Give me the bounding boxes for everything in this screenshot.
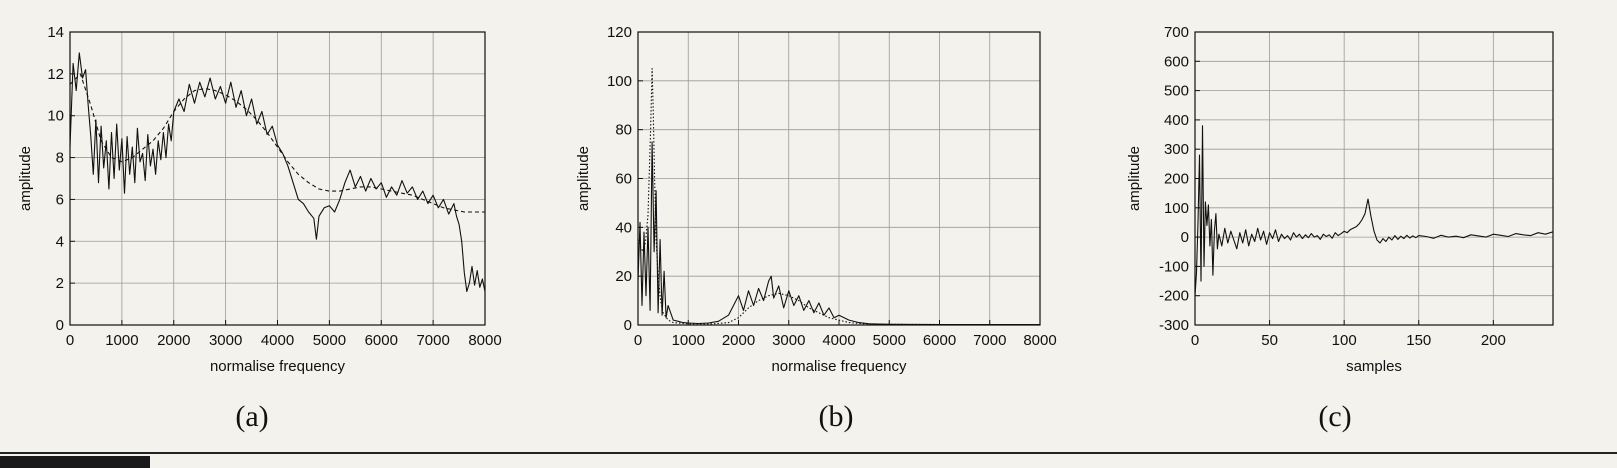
x-tick-label: 5000 xyxy=(873,332,906,349)
x-tick-label: 4000 xyxy=(822,332,855,349)
x-tick-label: 200 xyxy=(1481,332,1506,349)
y-tick-label: 400 xyxy=(1164,112,1189,129)
y-tick-label: 6 xyxy=(56,191,64,208)
x-tick-label: 4000 xyxy=(261,332,294,349)
x-tick-label: 6000 xyxy=(365,332,398,349)
y-tick-label: 200 xyxy=(1164,171,1189,188)
x-tick-label: 0 xyxy=(1191,332,1199,349)
y-tick-label: 0 xyxy=(1181,229,1189,246)
y-tick-label: 2 xyxy=(56,275,64,292)
y-axis-label: amplitude xyxy=(575,146,592,211)
y-tick-label: 300 xyxy=(1164,141,1189,158)
series-line-solid xyxy=(638,141,1040,325)
series-line-dashed xyxy=(70,73,485,213)
x-tick-label: 2000 xyxy=(157,332,190,349)
x-axis-label: samples xyxy=(1346,358,1402,375)
caption-tab xyxy=(0,456,150,468)
y-tick-label: 120 xyxy=(607,24,632,41)
x-axis-label: normalise frequency xyxy=(771,358,907,375)
y-tick-label: 20 xyxy=(615,268,632,285)
x-tick-label: 0 xyxy=(66,332,74,349)
x-tick-label: 7000 xyxy=(416,332,449,349)
y-tick-label: -200 xyxy=(1159,288,1189,305)
x-tick-label: 3000 xyxy=(209,332,242,349)
caption-rule xyxy=(0,452,1617,454)
panel-a: 0 1000 2000 3000 4000 5000 6000 7000 8000 0 2 4 6 8 10… xyxy=(17,24,502,433)
y-tick-label: 600 xyxy=(1164,53,1189,70)
subfigure-label: (c) xyxy=(1318,400,1351,433)
x-tick-label: 0 xyxy=(634,332,642,349)
y-tick-label: 12 xyxy=(47,66,64,83)
y-tick-label: 60 xyxy=(615,171,632,188)
y-tick-label: 8 xyxy=(56,150,64,167)
x-axis-label: normalise frequency xyxy=(210,358,346,375)
x-tick-label: 7000 xyxy=(973,332,1006,349)
subfigure-label: (b) xyxy=(819,400,854,433)
x-tick-label: 3000 xyxy=(772,332,805,349)
series-line-dotted xyxy=(638,68,1040,325)
subfigure-label: (a) xyxy=(235,400,268,433)
x-tick-label: 1000 xyxy=(672,332,705,349)
series-line-solid xyxy=(70,52,485,293)
y-tick-label: 80 xyxy=(615,122,632,139)
x-tick-label: 5000 xyxy=(313,332,346,349)
series-line-solid xyxy=(1195,125,1553,296)
panel-c: 0 50 100 150 200 -300 -200 -100 0 100 200 300 400 500… xyxy=(1126,24,1554,433)
x-tick-label: 2000 xyxy=(722,332,755,349)
y-tick-label: 500 xyxy=(1164,83,1189,100)
y-tick-label: -300 xyxy=(1159,317,1189,334)
y-tick-label: -100 xyxy=(1159,258,1189,275)
y-tick-label: 0 xyxy=(56,317,64,334)
y-tick-label: 0 xyxy=(624,317,632,334)
x-tick-label: 6000 xyxy=(923,332,956,349)
y-tick-label: 40 xyxy=(615,219,632,236)
x-tick-label: 8000 xyxy=(1023,332,1056,349)
y-tick-label: 700 xyxy=(1164,24,1189,41)
y-tick-label: 100 xyxy=(607,73,632,90)
y-tick-label: 14 xyxy=(47,24,64,41)
y-tick-label: 100 xyxy=(1164,200,1189,217)
x-tick-label: 100 xyxy=(1332,332,1357,349)
y-axis-label: amplitude xyxy=(1126,146,1143,211)
x-tick-label: 1000 xyxy=(105,332,138,349)
x-tick-label: 50 xyxy=(1261,332,1278,349)
x-tick-label: 150 xyxy=(1406,332,1431,349)
panel-b: 0 1000 2000 3000 4000 5000 6000 7000 8000 0 20 40 60… xyxy=(575,24,1057,433)
y-tick-label: 10 xyxy=(47,108,64,125)
y-tick-label: 4 xyxy=(56,233,64,250)
y-axis-label: amplitude xyxy=(17,146,34,211)
x-tick-label: 8000 xyxy=(468,332,501,349)
